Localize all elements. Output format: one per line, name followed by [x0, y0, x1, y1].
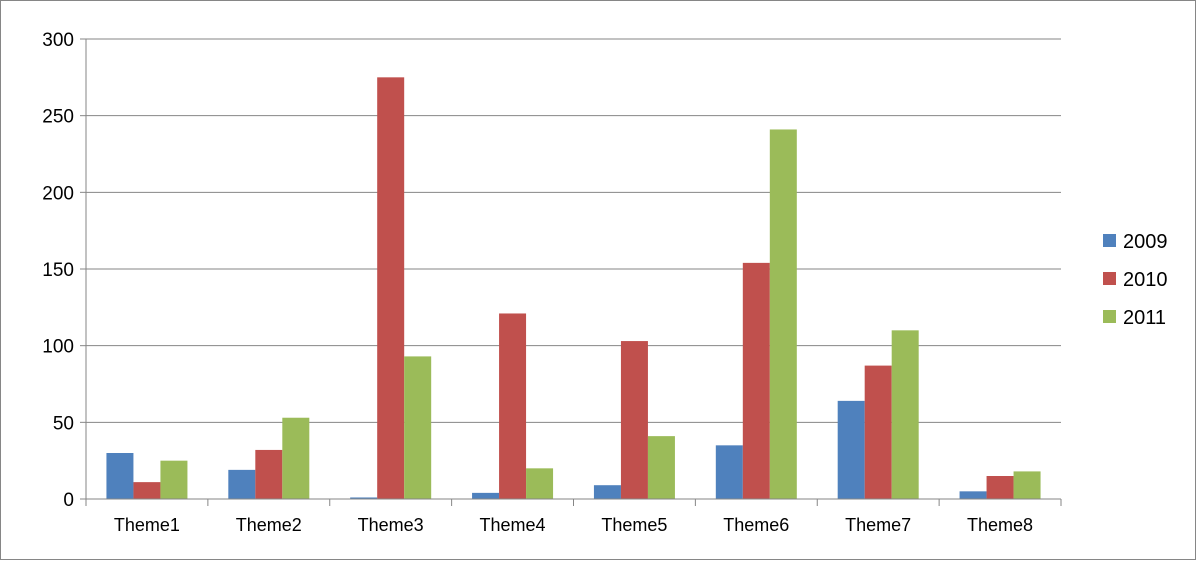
bar-2011-Theme5 [647, 436, 675, 499]
x-tick-label: Theme1 [114, 515, 180, 535]
bar-2011-Theme8 [1013, 471, 1041, 499]
legend-label-2009: 2009 [1123, 231, 1168, 253]
bar-2011-Theme3 [404, 356, 432, 499]
bar-2011-Theme2 [282, 417, 310, 499]
y-tick-label: 200 [42, 183, 74, 204]
bar-2010-Theme2 [255, 449, 283, 499]
x-tick-label: Theme2 [236, 515, 302, 535]
y-tick-label: 250 [42, 107, 74, 128]
bar-2010-Theme8 [986, 476, 1014, 499]
x-tick-label: Theme4 [480, 515, 546, 535]
bar-2010-Theme4 [499, 313, 527, 499]
bar-2009-Theme4 [472, 492, 500, 499]
bar-2009-Theme7 [837, 400, 865, 499]
bar-2011-Theme1 [160, 460, 188, 499]
bar-2011-Theme6 [769, 129, 797, 499]
bar-2009-Theme8 [959, 491, 987, 499]
bar-2010-Theme5 [620, 341, 648, 499]
y-tick-label: 50 [53, 413, 74, 434]
y-tick-label: 0 [63, 490, 74, 511]
bar-2009-Theme3 [350, 497, 378, 499]
bar-2010-Theme1 [133, 482, 161, 499]
y-tick-label: 100 [42, 337, 74, 358]
legend-swatch-2009 [1103, 234, 1116, 247]
bar-2010-Theme3 [377, 77, 405, 499]
y-tick-labels: 0 50 100 150 200 250 300 [42, 30, 74, 511]
bar-2009-Theme2 [228, 469, 256, 499]
x-tick-label: Theme3 [358, 515, 424, 535]
legend: 2009 2010 2011 [1103, 231, 1168, 329]
bar-2009-Theme6 [715, 445, 743, 499]
x-tick-label: Theme7 [845, 515, 911, 535]
bars-group [106, 77, 1041, 499]
bar-2011-Theme7 [891, 330, 919, 499]
axes-group [80, 38, 1062, 506]
x-tick-label: Theme5 [601, 515, 667, 535]
y-tick-label: 150 [42, 260, 74, 281]
bar-2010-Theme6 [742, 262, 770, 499]
x-tick-labels: Theme1 Theme2 Theme3 Theme4 Theme5 Theme6 Them… [114, 515, 1033, 535]
legend-swatch-2011 [1103, 310, 1116, 323]
legend-label-2010: 2010 [1123, 269, 1168, 291]
bar-2010-Theme7 [864, 365, 892, 499]
x-tick-label: Theme8 [967, 515, 1033, 535]
bar-2011-Theme4 [526, 468, 554, 499]
bar-2009-Theme5 [593, 485, 621, 499]
y-tick-label: 300 [42, 30, 74, 51]
legend-swatch-2010 [1103, 272, 1116, 285]
x-tick-label: Theme6 [723, 515, 789, 535]
legend-label-2011: 2011 [1123, 307, 1166, 329]
bar-2009-Theme1 [106, 453, 134, 499]
